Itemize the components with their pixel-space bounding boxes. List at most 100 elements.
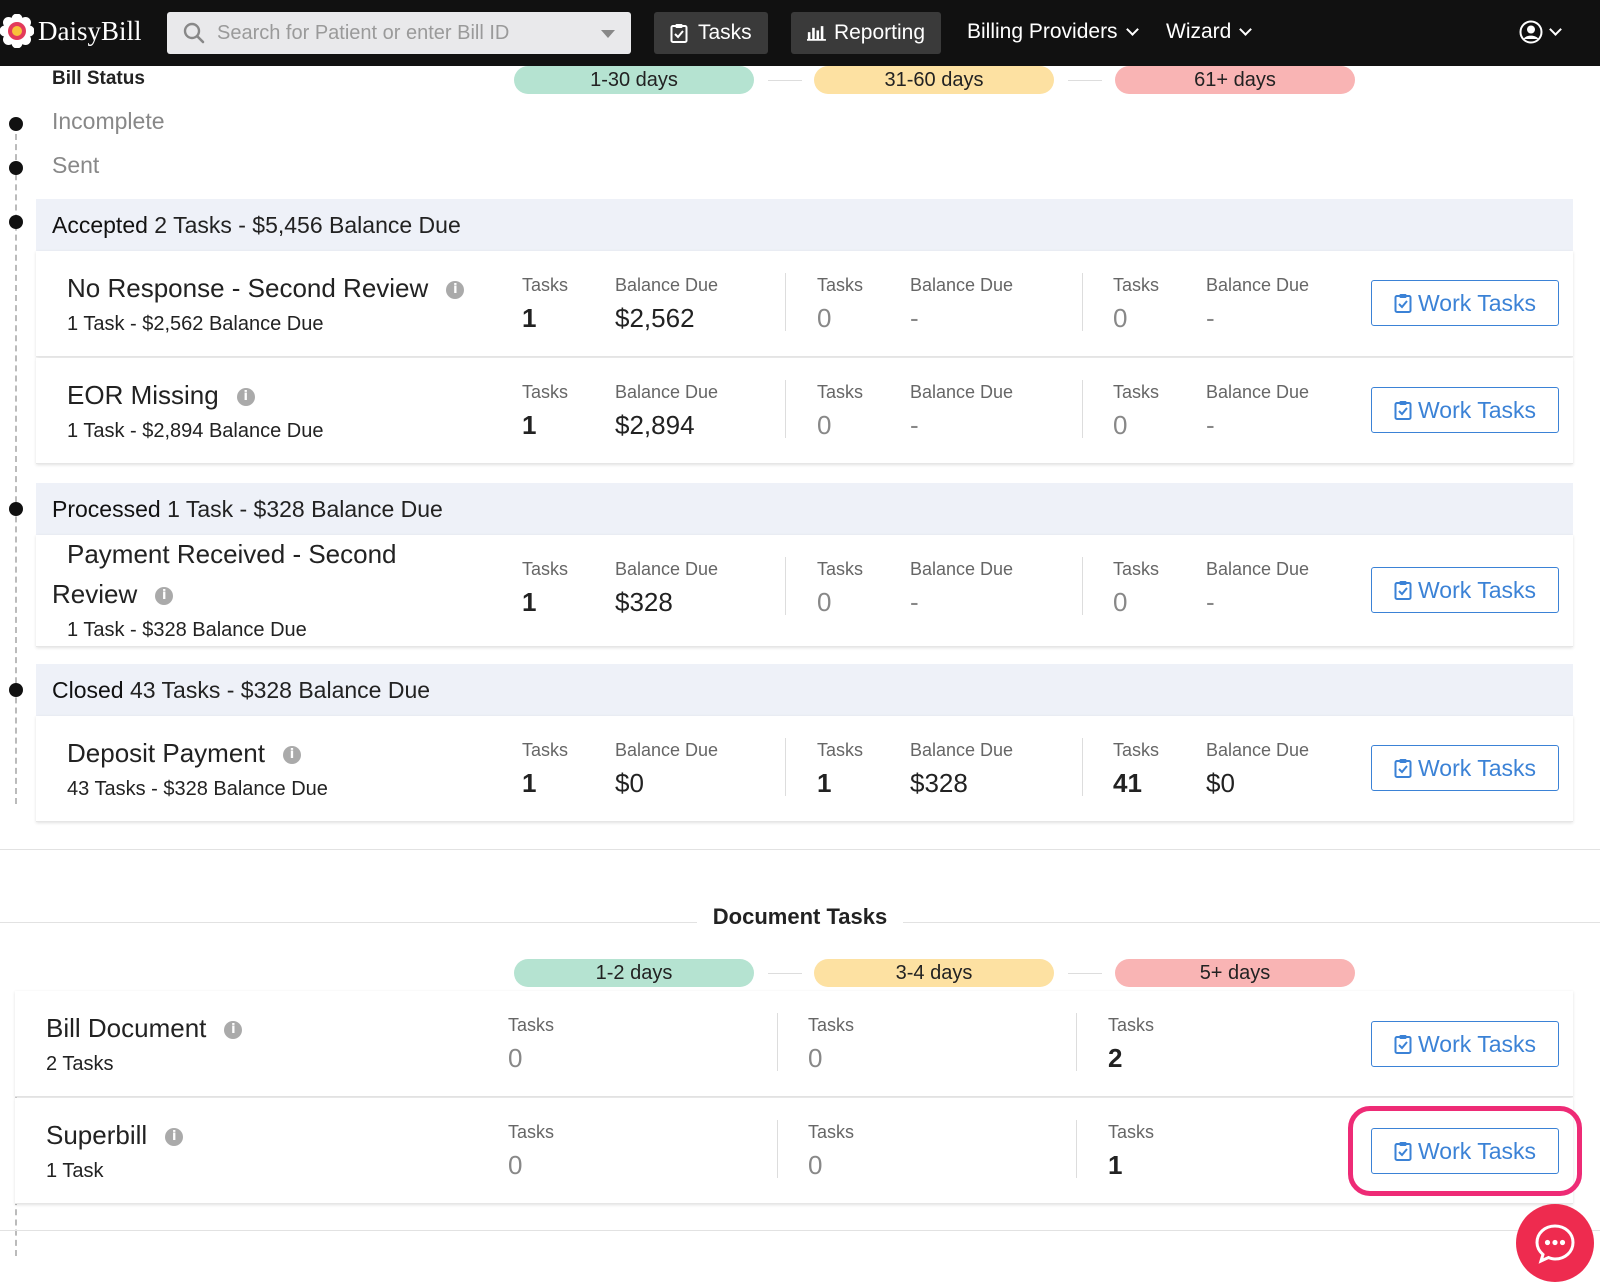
- group-header-closed[interactable]: Closed 43 Tasks - $328 Balance Due: [36, 664, 1573, 716]
- search-dropdown-caret-icon[interactable]: [601, 30, 615, 38]
- wizard-label: Wizard: [1166, 20, 1232, 43]
- bill-status-heading: Bill Status: [52, 68, 145, 89]
- tasks-value: 0: [1113, 410, 1128, 440]
- column-divider: [1082, 380, 1083, 438]
- group-summary: 1 Task - $328 Balance Due: [167, 496, 443, 522]
- group-summary: 43 Tasks - $328 Balance Due: [130, 677, 431, 703]
- task-title: No Response - Second Review i: [67, 273, 465, 304]
- balance-value: $0: [615, 768, 644, 798]
- column-divider: [1076, 1120, 1077, 1178]
- balance-value: -: [910, 303, 919, 333]
- col-label-balance: Balance Due: [1206, 559, 1310, 579]
- brand-name: DaisyBill: [38, 15, 142, 46]
- col-label-tasks: Tasks: [1113, 382, 1160, 402]
- work-tasks-button[interactable]: Work Tasks: [1371, 1128, 1559, 1174]
- column-divider: [785, 557, 786, 615]
- age-pill-31-60: 31-60 days: [814, 66, 1054, 94]
- col-label-tasks: Tasks: [508, 1015, 555, 1035]
- col-label-balance: Balance Due: [1206, 275, 1310, 295]
- tasks-value: 0: [817, 303, 832, 333]
- tasks-nav-button[interactable]: Tasks: [654, 12, 768, 54]
- task-row: Deposit Payment i 43 Tasks - $328 Balance…: [36, 716, 1573, 822]
- info-icon[interactable]: i: [224, 1021, 243, 1040]
- tasks-value: 0: [1113, 587, 1128, 617]
- reporting-nav-button[interactable]: Reporting: [791, 12, 941, 54]
- highlight-annotation: [1348, 1106, 1582, 1196]
- info-icon[interactable]: i: [236, 388, 255, 407]
- work-tasks-label: Work Tasks: [1417, 396, 1536, 423]
- col-label-balance: Balance Due: [615, 559, 719, 579]
- column-divider: [785, 273, 786, 331]
- task-title: Deposit Payment i: [67, 738, 301, 769]
- age-pill-5-plus: 5+ days: [1115, 959, 1355, 987]
- main-content: Bill Status 1-30 days 31-60 days 61+ day…: [0, 66, 1600, 1288]
- bar-chart-icon: [807, 26, 826, 41]
- info-icon[interactable]: i: [446, 281, 465, 300]
- column-divider: [777, 1013, 778, 1071]
- task-subtitle: 43 Tasks - $328 Balance Due: [67, 778, 328, 800]
- col-label-tasks: Tasks: [522, 382, 569, 402]
- work-tasks-button[interactable]: Work Tasks: [1371, 745, 1559, 791]
- tasks-value: 0: [817, 410, 832, 440]
- tasks-value: 1: [522, 303, 537, 333]
- info-icon[interactable]: i: [282, 746, 301, 765]
- document-subtitle: 1 Task: [46, 1160, 104, 1182]
- search-input[interactable]: [217, 21, 597, 45]
- timeline-dot: [9, 215, 23, 229]
- clipboard-check-icon: [1394, 1142, 1412, 1161]
- age-pill-1-30: 1-30 days: [514, 66, 754, 94]
- tasks-nav-label: Tasks: [698, 21, 752, 44]
- wizard-menu[interactable]: Wizard: [1166, 20, 1253, 44]
- info-icon[interactable]: i: [155, 587, 174, 606]
- col-label-balance: Balance Due: [910, 740, 1014, 760]
- work-tasks-button[interactable]: Work Tasks: [1371, 1021, 1559, 1067]
- tasks-value: 2: [1108, 1043, 1123, 1073]
- balance-value: $328: [910, 768, 968, 798]
- task-row: EOR Missing i 1 Task - $2,894 Balance Due…: [36, 358, 1573, 464]
- balance-value: -: [910, 410, 919, 440]
- timeline-dot: [9, 502, 23, 516]
- col-label-tasks: Tasks: [522, 275, 569, 295]
- work-tasks-button[interactable]: Work Tasks: [1371, 567, 1559, 613]
- work-tasks-button[interactable]: Work Tasks: [1371, 387, 1559, 433]
- column-divider: [1082, 557, 1083, 615]
- timeline-dot: [9, 117, 23, 131]
- top-nav: DaisyBill Tasks Reporting Billing Provid…: [0, 0, 1600, 66]
- group-header-accepted[interactable]: Accepted 2 Tasks - $5,456 Balance Due: [36, 199, 1573, 251]
- billing-providers-menu[interactable]: Billing Providers: [967, 20, 1139, 44]
- user-avatar-icon: [1519, 20, 1543, 44]
- col-label-tasks: Tasks: [808, 1122, 855, 1142]
- col-label-tasks: Tasks: [808, 1015, 855, 1035]
- work-tasks-button[interactable]: Work Tasks: [1371, 280, 1559, 326]
- status-sent[interactable]: Sent: [52, 152, 100, 178]
- chat-widget-button[interactable]: [1516, 1204, 1594, 1282]
- pill-connector: [1068, 973, 1102, 974]
- reporting-nav-label: Reporting: [833, 21, 925, 44]
- document-subtitle: 2 Tasks: [46, 1053, 114, 1075]
- tasks-value: 0: [808, 1150, 823, 1180]
- col-label-balance: Balance Due: [910, 559, 1014, 579]
- clipboard-check-icon: [1394, 294, 1412, 313]
- logo[interactable]: DaisyBill: [0, 14, 142, 48]
- pill-connector: [768, 80, 802, 81]
- tasks-value: 0: [817, 587, 832, 617]
- clipboard-check-icon: [670, 24, 688, 43]
- billing-providers-label: Billing Providers: [967, 20, 1118, 43]
- status-incomplete[interactable]: Incomplete: [52, 108, 165, 134]
- group-summary: 2 Tasks - $5,456 Balance Due: [154, 212, 461, 238]
- balance-value: -: [910, 587, 919, 617]
- info-icon[interactable]: i: [165, 1128, 184, 1147]
- col-label-tasks: Tasks: [508, 1122, 555, 1142]
- task-row: No Response - Second Review i 1 Task - $2…: [36, 251, 1573, 357]
- balance-value: $328: [615, 587, 673, 617]
- balance-value: $2,894: [615, 410, 695, 440]
- col-label-balance: Balance Due: [1206, 382, 1310, 402]
- balance-value: -: [1206, 303, 1215, 333]
- group-header-processed[interactable]: Processed 1 Task - $328 Balance Due: [36, 483, 1573, 535]
- user-menu[interactable]: [1519, 20, 1562, 44]
- tasks-value: 1: [1108, 1150, 1123, 1180]
- search-box[interactable]: [167, 12, 631, 54]
- search-icon: [183, 22, 205, 44]
- clipboard-check-icon: [1394, 1035, 1412, 1054]
- document-title: Bill Document i: [46, 1013, 243, 1044]
